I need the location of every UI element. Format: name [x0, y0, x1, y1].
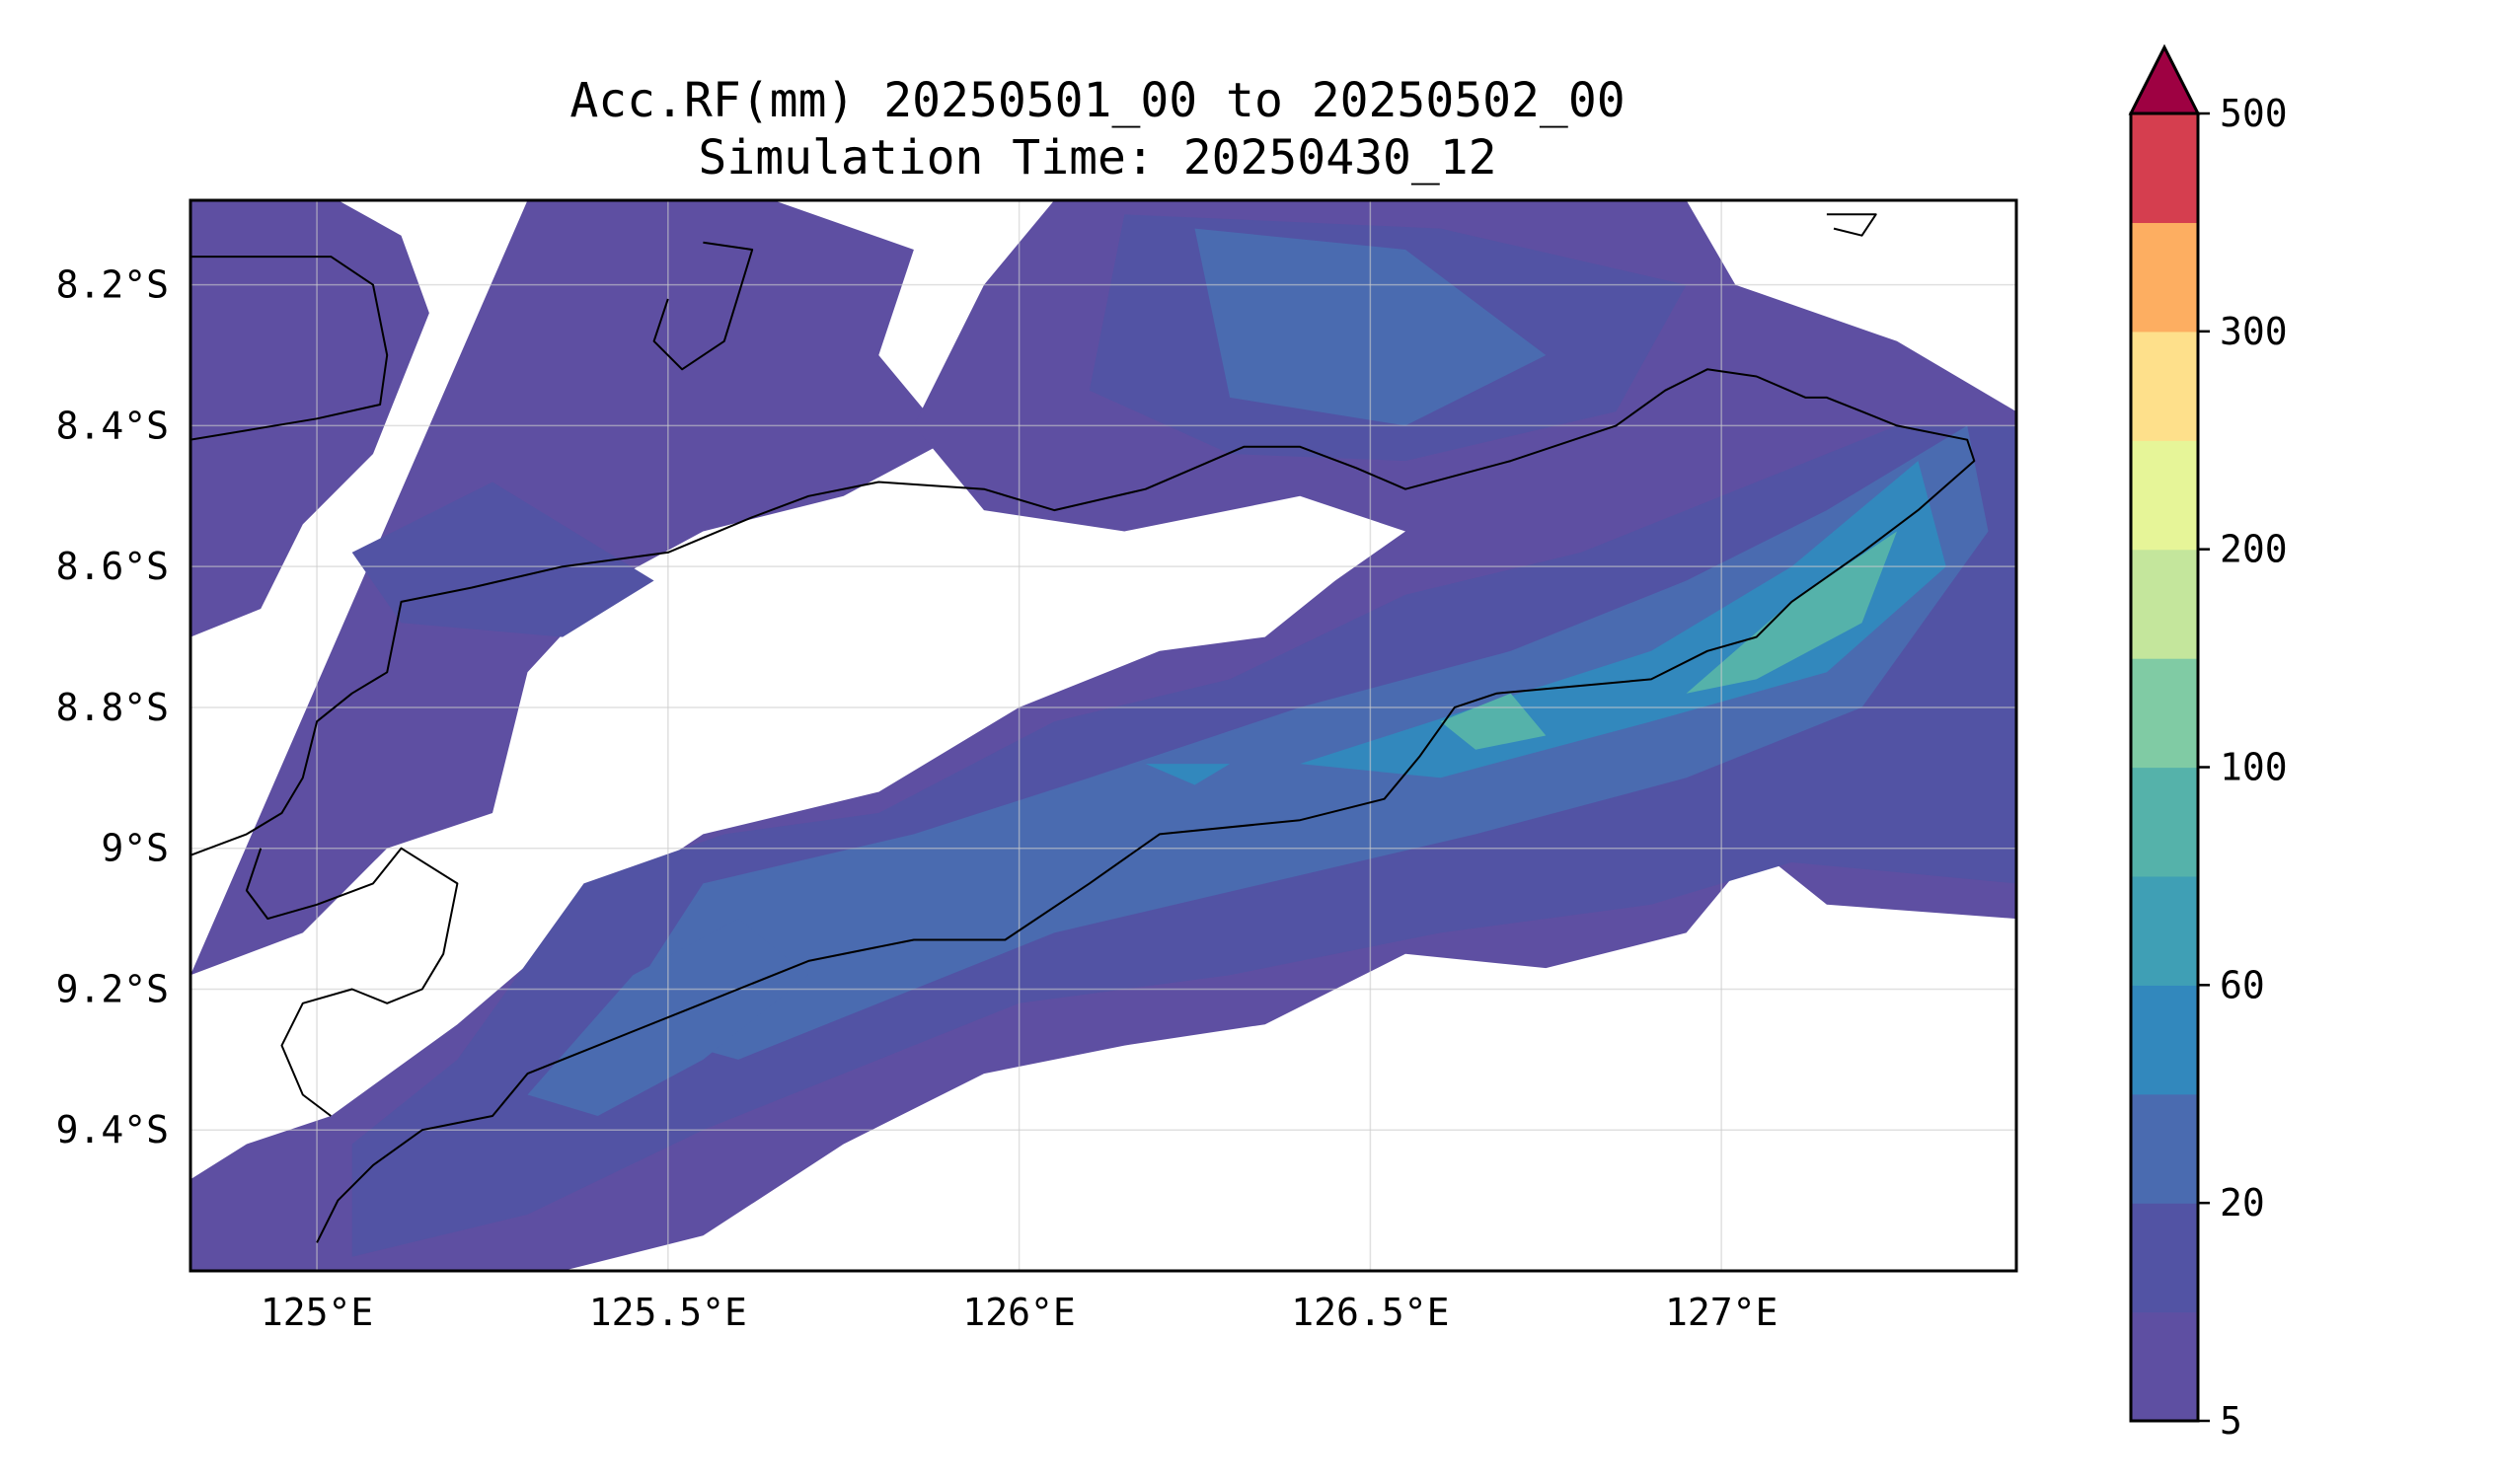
- colorbar-segment-80: [2131, 767, 2198, 877]
- colorbar-segment-200: [2131, 440, 2198, 551]
- figure-title-line1: Acc.RF(mm) 20250501_00 to 20250502_00: [569, 73, 1625, 128]
- lat-tick-label: 9°S: [101, 827, 169, 870]
- coastline-0: [190, 256, 389, 441]
- coastline-2: [245, 847, 459, 1117]
- colorbar-segment-300: [2131, 222, 2198, 333]
- colorbar-tick-label: 500: [2220, 92, 2288, 135]
- rain-band-40-polygon-1: [1145, 764, 1231, 785]
- colorbar-tick-label: 300: [2220, 310, 2288, 353]
- colorbar-ticks: 5 20 60 100 200 300 500: [2198, 92, 2288, 1443]
- longitude-ticks: 125°E 125.5°E 126°E 126.5°E 127°E: [261, 1291, 1778, 1334]
- lon-tick-label: 127°E: [1665, 1291, 1778, 1334]
- colorbar-extend-triangle: [2128, 43, 2201, 115]
- lat-tick-label: 8.4°S: [56, 404, 169, 447]
- coastline-4: [1826, 213, 1877, 237]
- colorbar-tick-label: 100: [2220, 746, 2288, 789]
- colorbar-tick-label: 5: [2220, 1399, 2242, 1443]
- colorbar-segment-60: [2131, 875, 2198, 986]
- colorbar-tick-label: 60: [2220, 963, 2265, 1006]
- rain-band-10-polygon-2: [351, 482, 654, 637]
- lat-tick-label: 9.4°S: [56, 1108, 169, 1151]
- lon-tick-label: 126.5°E: [1291, 1291, 1449, 1334]
- latitude-ticks: 8.2°S 8.4°S 8.6°S 8.8°S 9°S 9.2°S 9.4°S: [56, 263, 169, 1152]
- colorbar-segment-20: [2131, 1093, 2198, 1204]
- lat-tick-label: 9.2°S: [56, 967, 169, 1010]
- colorbar-segment-250: [2131, 331, 2198, 441]
- colorbar-segment-150: [2131, 549, 2198, 659]
- colorbar-tick-label: 200: [2220, 528, 2288, 571]
- rain-band-60-polygon-0: [1686, 531, 1897, 694]
- map-frame: [189, 198, 2018, 1273]
- map-area: [189, 198, 2018, 1273]
- colorbar-segment-100: [2131, 658, 2198, 769]
- coastline-1: [190, 368, 1976, 1243]
- gridlines: [190, 200, 2016, 1271]
- colorbar-segment-10: [2131, 1203, 2198, 1313]
- colorbar-tick-label: 20: [2220, 1181, 2265, 1224]
- rain-band-5-polygon-0: [190, 200, 429, 637]
- colorbar: 5 20 60 100 200 300 500: [2128, 43, 2288, 1443]
- lat-tick-label: 8.6°S: [56, 545, 169, 588]
- colorbar-segment-400: [2131, 113, 2198, 224]
- lat-tick-label: 8.2°S: [56, 263, 169, 307]
- lon-tick-label: 125°E: [261, 1291, 373, 1334]
- colorbar-segments: [2131, 113, 2198, 1422]
- lon-tick-label: 125.5°E: [589, 1291, 747, 1334]
- coastlines: [190, 213, 1976, 1243]
- coastline-3: [652, 241, 754, 371]
- lat-tick-label: 8.8°S: [56, 686, 169, 729]
- colorbar-segment-40: [2131, 985, 2198, 1095]
- figure-title-line2: Simulation Time: 20250430_12: [698, 130, 1496, 186]
- rain-band-20-polygon-0: [611, 425, 1989, 1060]
- lon-tick-label: 126°E: [962, 1291, 1075, 1334]
- colorbar-segment-5: [2131, 1311, 2198, 1422]
